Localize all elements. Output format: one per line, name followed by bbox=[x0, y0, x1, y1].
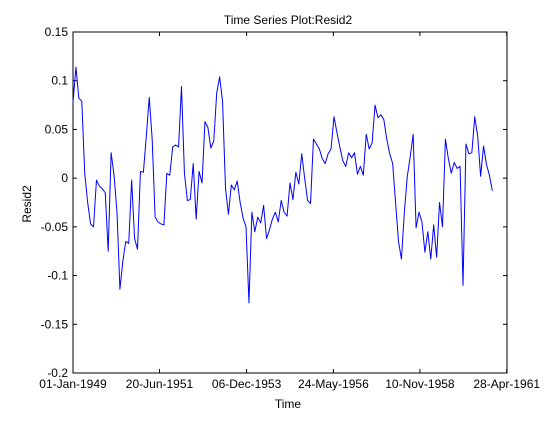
x-tick-label: 10-Nov-1958 bbox=[385, 377, 455, 391]
plot-area bbox=[72, 31, 508, 374]
x-tick-label: 01-Jan-1949 bbox=[39, 377, 107, 391]
series-line-resid2 bbox=[72, 66, 493, 304]
y-axis-label: Resid2 bbox=[20, 185, 34, 223]
y-tick-label: 0.15 bbox=[45, 25, 69, 39]
x-tick-label: 28-Apr-1961 bbox=[473, 377, 540, 391]
x-tick-label: 06-Dec-1953 bbox=[212, 377, 282, 391]
x-axis-label: Time bbox=[275, 397, 302, 411]
axis-ticks bbox=[72, 31, 508, 374]
chart-title: Time Series Plot:Resid2 bbox=[224, 13, 353, 27]
x-tick-label: 20-Jun-1951 bbox=[126, 377, 194, 391]
y-tick-label: 0.05 bbox=[45, 122, 69, 136]
y-tick-label: -0.2 bbox=[47, 366, 68, 380]
y-tick-label: -0.1 bbox=[47, 269, 68, 283]
axis-tick-labels: 0.15 0.1 0.05 0 -0.05 -0.1 -0.15 -0.201-Jan-194… bbox=[39, 25, 540, 391]
y-tick-label: 0.1 bbox=[51, 74, 68, 88]
x-tick-label: 24-May-1956 bbox=[298, 377, 369, 391]
y-tick-label: -0.05 bbox=[41, 220, 69, 234]
y-tick-label: 0 bbox=[61, 171, 68, 185]
y-tick-label: -0.15 bbox=[41, 317, 69, 331]
